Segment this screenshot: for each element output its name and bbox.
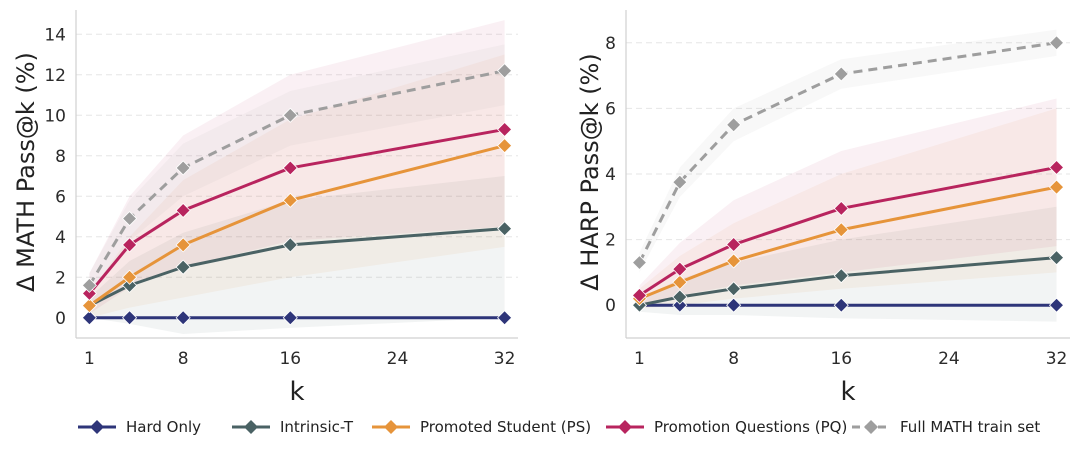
legend-swatch-marker bbox=[618, 420, 632, 434]
data-point bbox=[672, 261, 688, 277]
legend-swatch-marker bbox=[864, 420, 878, 434]
confidence-band bbox=[89, 44, 505, 298]
data-point bbox=[1048, 179, 1065, 195]
data-point bbox=[672, 274, 688, 290]
legend-entry-label: Promoted Student (PS) bbox=[420, 418, 591, 436]
y-tick-label: 0 bbox=[55, 309, 66, 329]
x-tick-label: 16 bbox=[830, 349, 852, 369]
x-tick-label: 32 bbox=[1046, 349, 1068, 369]
data-point bbox=[1048, 250, 1065, 266]
legend-entry-label: Intrinsic-T bbox=[280, 418, 354, 436]
data-point bbox=[631, 287, 648, 303]
data-point bbox=[122, 210, 138, 227]
data-point bbox=[726, 236, 742, 253]
y-tick-label: 10 bbox=[44, 106, 66, 126]
data-point bbox=[282, 310, 298, 326]
legend-entry-label: Promotion Questions (PQ) bbox=[654, 418, 847, 436]
y-tick-label: 4 bbox=[605, 165, 616, 185]
data-point bbox=[282, 192, 298, 208]
legend-entry-label: Hard Only bbox=[126, 418, 201, 436]
y-tick-label: 14 bbox=[44, 25, 66, 45]
x-tick-label: 24 bbox=[938, 349, 960, 369]
data-point bbox=[497, 63, 513, 79]
y-tick-label: 12 bbox=[44, 66, 66, 86]
y-tick-label: 8 bbox=[605, 34, 616, 54]
data-point bbox=[833, 222, 849, 238]
data-point bbox=[497, 221, 513, 237]
confidence-band bbox=[639, 98, 1057, 306]
data-point bbox=[175, 237, 191, 253]
data-point bbox=[175, 202, 191, 219]
confidence-band bbox=[639, 206, 1057, 322]
x-tick-label: 8 bbox=[178, 349, 189, 369]
data-point bbox=[726, 297, 742, 313]
confidence-band bbox=[89, 176, 505, 334]
data-point bbox=[1048, 35, 1065, 51]
data-point bbox=[497, 121, 513, 138]
x-tick-label: 24 bbox=[387, 349, 409, 369]
legend: Hard Only Intrinsic-T Promoted Student (PS… bbox=[78, 418, 1040, 436]
data-point bbox=[81, 310, 97, 326]
x-axis-label: k bbox=[840, 377, 855, 407]
data-point bbox=[672, 297, 688, 313]
data-point bbox=[122, 310, 138, 326]
confidence-band bbox=[89, 54, 505, 318]
y-tick-label: 8 bbox=[55, 147, 66, 167]
x-axis-label: k bbox=[289, 377, 304, 407]
y-tick-label: 6 bbox=[605, 99, 616, 119]
data-point bbox=[282, 237, 298, 253]
data-point bbox=[175, 310, 191, 326]
y-tick-label: 2 bbox=[605, 231, 616, 251]
y-tick-label: 0 bbox=[605, 296, 616, 316]
data-point bbox=[726, 281, 742, 297]
data-point bbox=[631, 254, 648, 271]
legend-swatch-marker bbox=[384, 420, 398, 434]
data-point bbox=[122, 269, 138, 285]
data-point bbox=[497, 138, 513, 154]
legend-entry-label: Full MATH train set bbox=[900, 418, 1040, 436]
data-point bbox=[122, 277, 138, 293]
data-point bbox=[282, 107, 298, 123]
data-point bbox=[282, 160, 298, 176]
data-point bbox=[122, 237, 138, 253]
data-point bbox=[1048, 159, 1065, 176]
data-point bbox=[81, 298, 97, 314]
y-tick-label: 2 bbox=[55, 268, 66, 288]
data-point bbox=[175, 160, 191, 176]
x-tick-label: 1 bbox=[634, 349, 645, 369]
y-tick-label: 4 bbox=[55, 228, 66, 248]
data-point bbox=[1048, 297, 1065, 313]
x-tick-label: 32 bbox=[494, 349, 516, 369]
y-axis-label: Δ HARP Pass@k (%) bbox=[576, 53, 604, 290]
data-point bbox=[672, 174, 688, 190]
data-point bbox=[833, 268, 849, 284]
legend-swatch-marker bbox=[90, 420, 104, 434]
data-point bbox=[81, 285, 97, 302]
data-point bbox=[672, 289, 688, 305]
confidence-band bbox=[639, 29, 1057, 273]
data-point bbox=[833, 200, 849, 217]
x-tick-label: 8 bbox=[728, 349, 739, 369]
y-axis-label: Δ MATH Pass@k (%) bbox=[12, 52, 40, 292]
data-point bbox=[726, 117, 742, 133]
data-point bbox=[726, 253, 742, 269]
x-tick-label: 1 bbox=[84, 349, 95, 369]
legend-swatch-marker bbox=[244, 420, 258, 434]
data-point bbox=[175, 259, 191, 275]
data-point bbox=[833, 66, 849, 82]
data-point bbox=[833, 297, 849, 313]
data-point bbox=[497, 310, 513, 326]
y-tick-label: 6 bbox=[55, 187, 66, 207]
data-point bbox=[81, 277, 97, 293]
x-tick-label: 16 bbox=[279, 349, 301, 369]
